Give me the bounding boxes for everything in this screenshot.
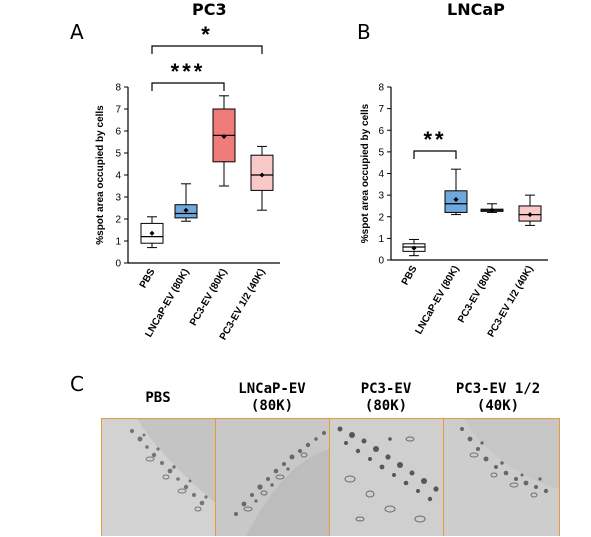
y-tick-label: 7 [378,104,384,115]
micrograph-pbs-image [102,419,217,536]
box-rect [140,222,164,244]
y-tick-label: 3 [378,191,384,202]
y-tick-label: 5 [378,147,384,158]
y-tick-label: 1 [115,237,121,248]
significance-bracket: * [151,22,263,54]
mean-marker [411,245,417,251]
significance-label: ** [423,127,446,152]
micrograph-label-pc3-ev-half-line2: (40K) [476,398,520,414]
y-tick-label: 8 [115,83,121,94]
chart-pc3-group: 0 1 2 3 4 5 6 7 8 %spot area occupied by cells PBS… [95,22,280,342]
significance-label: *** [171,59,206,84]
micrograph-pc3-ev-image [330,419,445,536]
x-tick-label: PC3-EV (80K) [456,264,497,325]
mean-marker [149,230,155,236]
y-tick-label: 2 [378,212,384,223]
mean-marker [183,207,189,213]
y-tick-label: 4 [115,171,121,182]
y-tick-label: 2 [115,215,121,226]
micrograph-pbs [101,418,218,536]
micrograph-label-pc3-ev-half-line1: PC3-EV 1/2 [455,381,541,397]
x-tick-label: LNCaP-EV (80K) [413,264,461,336]
x-tick-label: PBS [400,264,420,288]
micrograph-label-pc3-ev-line1: PC3-EV [360,381,412,397]
micrograph-label-pbs-line1: PBS [145,390,171,406]
mean-marker [453,196,459,202]
significance-line [151,45,263,54]
y-tick-label: 7 [115,105,121,116]
box-rect [480,208,504,212]
significance-bracket: *** [151,59,225,91]
box-rect [402,243,426,252]
x-tick-label: PBS [138,267,158,291]
y-tick-label: 5 [115,149,121,160]
mean-marker [259,172,265,178]
micrograph-lncap-ev-image [216,419,331,536]
mean-marker [527,212,533,218]
y-tick-label: 6 [378,126,384,137]
y-tick-label: 0 [115,259,121,270]
chart-lncap-group: 0 1 2 3 4 5 6 7 8 %spot area occupied by cells PBS… [360,83,548,339]
panel-letter-c: C [70,372,84,396]
y-tick-label: 0 [378,256,384,267]
micrograph-label-lncap-ev-line1: LNCaP-EV [238,381,306,397]
box-3 [518,194,542,226]
box-1 [174,183,198,222]
significance-label: * [201,22,213,47]
y-tick-label: 3 [115,193,121,204]
y-axis-label: %spot area occupied by cells [95,105,106,245]
y-tick-label: 1 [378,234,384,245]
significance-line [151,82,225,91]
box-2 [480,203,504,213]
micrograph-lncap-ev [215,418,332,536]
micrograph-label-pbs: PBS [99,390,217,407]
y-axis-label: %spot area occupied by cells [360,103,371,243]
significance-line [413,150,457,159]
mean-marker [221,134,227,139]
micrograph-label-pc3-ev-line2: (80K) [364,398,408,414]
panel-letter-a: A [70,20,84,44]
y-tick-label: 4 [378,169,384,180]
x-tick-label: PC3-EV (80K) [188,267,229,328]
box-0 [402,238,426,257]
micrograph-label-lncap-ev-line2: (80K) [250,398,294,414]
box-rect [174,204,198,219]
chart-title-lncap: LNCaP [447,0,505,19]
box-0 [140,216,164,249]
chart-title-pc3: PC3 [192,0,227,19]
micrograph-pc3-ev [329,418,446,536]
x-tick-label: PC3-EV 1/2 (40K) [486,264,536,339]
micrograph-pc3-ev-half-image [444,419,559,536]
micrograph-label-lncap-ev: LNCaP-EV (80K) [213,381,331,415]
box-rect [518,205,542,222]
x-tick-label: PC3-EV 1/2 (40K) [218,267,268,342]
box-2 [212,95,236,187]
significance-bracket: ** [413,127,457,159]
box-3 [250,145,274,211]
y-tick-label: 6 [115,127,121,138]
x-tick-label: LNCaP-EV (80K) [143,267,191,339]
panel-letter-b: B [357,20,371,44]
box-rect [444,190,468,213]
micrograph-label-pc3-ev: PC3-EV (80K) [327,381,445,415]
micrograph-pc3-ev-half [443,418,560,536]
micrograph-label-pc3-ev-half: PC3-EV 1/2 (40K) [439,381,557,415]
box-rect [212,108,236,163]
box-rect [250,154,274,191]
box-1 [444,168,468,216]
mean-marker [489,207,495,213]
y-tick-label: 8 [378,83,384,94]
